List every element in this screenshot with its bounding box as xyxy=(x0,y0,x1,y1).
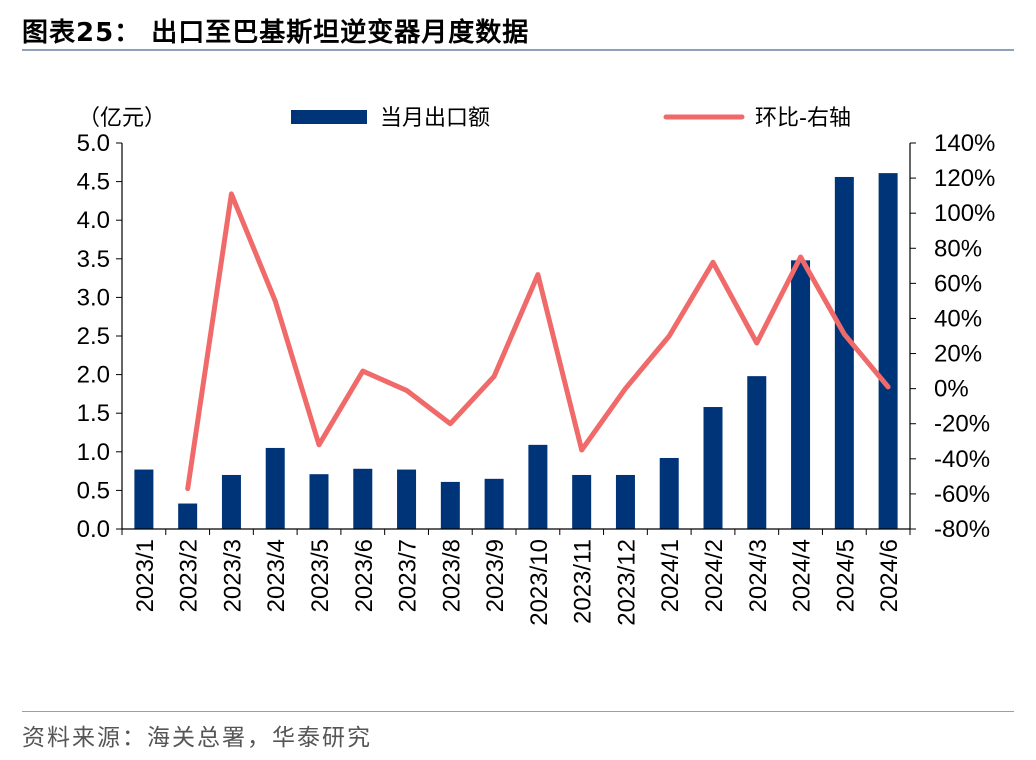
bar-2023/4 xyxy=(265,447,285,529)
legend-label-line: 环比-右轴 xyxy=(755,106,851,131)
legend: 当月出口额 环比-右轴 xyxy=(291,106,851,131)
bar-2024/6 xyxy=(878,173,898,529)
right-tick-label: 120% xyxy=(934,165,995,192)
bar-2024/4 xyxy=(791,260,811,529)
source-divider xyxy=(22,711,1014,712)
bar-2023/7 xyxy=(397,469,417,529)
x-tick-label: 2023/3 xyxy=(219,539,246,612)
bar-2023/10 xyxy=(528,444,548,529)
right-tick-label: -60% xyxy=(934,481,990,508)
x-tick-label: 2023/6 xyxy=(351,539,378,612)
line-series-mom xyxy=(185,191,891,492)
left-tick-label: 4.0 xyxy=(77,207,110,234)
right-tick-label: 80% xyxy=(934,235,982,262)
x-tick-label: 2024/5 xyxy=(832,539,859,612)
x-tick-label: 2024/4 xyxy=(789,539,816,612)
axes-layer: 0.0 0.5 1.0 1.5 2.0 2.5 3.0 3.5 4.0 4.5 5.0 -80% -60… xyxy=(77,106,996,626)
x-tick-label: 2023/11 xyxy=(570,539,597,624)
bar-2024/2 xyxy=(703,407,723,529)
bar-2023/5 xyxy=(309,474,329,529)
x-tick-label: 2023/5 xyxy=(307,539,334,612)
figure-title: 图表25： 出口至巴基斯坦逆变器月度数据 xyxy=(22,18,530,48)
right-tick-label: 0% xyxy=(934,376,969,403)
left-tick-label: 5.0 xyxy=(77,130,110,157)
right-tick-label: 40% xyxy=(934,305,982,332)
bar-2023/11 xyxy=(572,474,592,529)
right-tick-label: -20% xyxy=(934,411,990,438)
x-tick-label: 2023/1 xyxy=(132,539,159,612)
title-divider xyxy=(22,49,1014,51)
left-tick-label: 3.0 xyxy=(77,284,110,311)
bar-2024/3 xyxy=(747,376,767,529)
left-tick-label: 0.0 xyxy=(77,516,110,543)
x-tick-label: 2023/4 xyxy=(263,539,290,612)
left-tick-label: 2.0 xyxy=(77,362,110,389)
legend-label-bar: 当月出口额 xyxy=(380,106,490,131)
bar-2024/1 xyxy=(659,457,679,529)
bar-2024/5 xyxy=(834,176,854,529)
x-tick-label: 2023/2 xyxy=(176,539,203,612)
left-tick-label: 1.5 xyxy=(77,400,110,427)
bars-layer xyxy=(134,173,898,529)
x-tick-label: 2023/9 xyxy=(482,539,509,612)
left-tick-label: 3.5 xyxy=(77,246,110,273)
right-tick-label: 140% xyxy=(934,130,995,157)
bar-2023/3 xyxy=(221,474,241,529)
left-tick-label: 1.0 xyxy=(77,439,110,466)
x-tick-label: 2024/1 xyxy=(657,539,684,612)
bar-2023/12 xyxy=(615,474,635,529)
right-tick-label: -80% xyxy=(934,516,990,543)
line-layer xyxy=(185,191,891,492)
bar-2023/1 xyxy=(134,469,154,529)
right-tick-label: -40% xyxy=(934,446,990,473)
x-tick-label: 2024/6 xyxy=(876,539,903,612)
bar-2023/8 xyxy=(440,481,460,529)
right-tick-label: 100% xyxy=(934,200,995,227)
x-tick-label: 2023/10 xyxy=(526,539,553,626)
right-tick-label: 60% xyxy=(934,270,982,297)
bar-2023/9 xyxy=(484,478,504,529)
x-tick-label: 2024/2 xyxy=(701,539,728,612)
x-tick-label: 2024/3 xyxy=(745,539,772,612)
x-tick-label: 2023/12 xyxy=(613,539,640,626)
x-tick-label: 2023/7 xyxy=(395,539,422,612)
legend-swatch-bar xyxy=(291,110,367,124)
left-tick-label: 0.5 xyxy=(77,477,110,504)
left-axis-unit: （亿元） xyxy=(78,106,166,131)
left-tick-label: 4.5 xyxy=(77,169,110,196)
bar-2023/2 xyxy=(178,503,198,529)
left-tick-label: 2.5 xyxy=(77,323,110,350)
right-tick-label: 20% xyxy=(934,341,982,368)
source-note: 资料来源：海关总署，华泰研究 xyxy=(22,725,372,751)
x-tick-label: 2023/8 xyxy=(438,539,465,612)
bar-2023/6 xyxy=(353,468,373,529)
